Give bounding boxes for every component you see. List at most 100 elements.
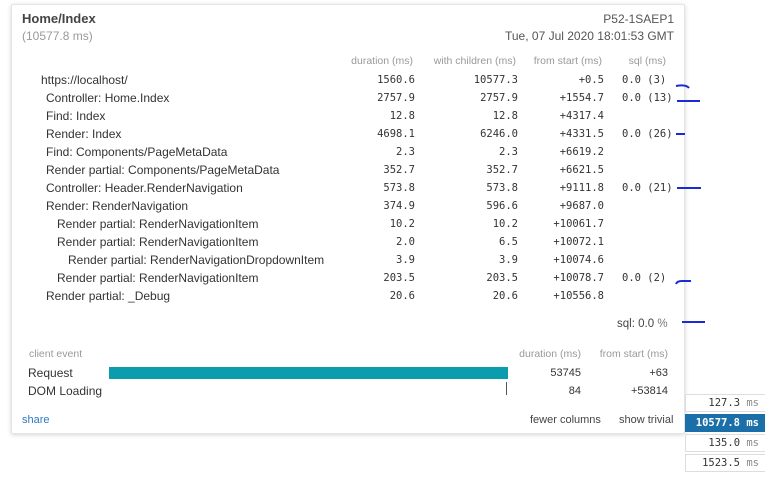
timing-with-children: 12.8 [492,110,518,122]
timing-with-children: 10.2 [492,218,518,230]
client-event-name: Request [28,366,73,380]
sql-total-value: 0.0 [638,318,655,330]
timing-name[interactable]: Render: RenderNavigation [46,199,189,213]
timing-duration: 352.7 [383,164,415,176]
result-duration: 127.3 [708,397,741,409]
sql-total-unit: % [657,318,668,330]
timing-with-children: 573.8 [486,182,518,194]
timing-row[interactable]: Find: Components/PageMetaData 2.3 2.3 +6619… [12,145,686,163]
timing-name[interactable]: Render partial: Components/PageMetaData [46,163,280,177]
machine-name: P52-1SAEP1 [603,12,674,26]
timing-duration: 2.0 [396,236,415,248]
timing-name[interactable]: Controller: Header.RenderNavigation [46,181,243,195]
client-event-bar [109,367,508,379]
col-with-children-header: with children (ms) [433,55,516,67]
fewer-columns-link[interactable]: fewer columns [530,414,601,426]
client-duration-header: duration (ms) [519,348,581,360]
timing-with-children: 596.6 [486,200,518,212]
timing-name[interactable]: Render partial: RenderNavigationItem [57,217,259,231]
result-duration: 135.0 [708,437,741,449]
timing-with-children: 3.9 [499,254,518,266]
timing-from-start: +6619.2 [559,146,604,158]
timing-from-start: +10556.8 [553,290,604,302]
timing-row[interactable]: Render partial: RenderNavigationItem 203.… [12,271,686,289]
client-event-duration: 84 [568,385,581,397]
timing-name[interactable]: Controller: Home.Index [46,91,170,105]
client-event-header: client event [29,348,83,360]
show-trivial-link[interactable]: show trivial [619,414,674,426]
timing-from-start: +4317.4 [559,110,604,122]
timing-duration: 2757.9 [377,92,415,104]
timing-from-start: +10061.7 [553,218,604,230]
share-link[interactable]: share [22,414,50,426]
timing-from-start: +9687.0 [559,200,604,212]
timing-duration: 374.9 [383,200,415,212]
result-unit: ms [746,397,759,409]
timing-with-children: 2757.9 [480,92,518,104]
timing-row[interactable]: https://localhost/1560.6 10577.3 +0.5 0.0 (… [12,73,686,91]
timing-with-children: 203.5 [486,272,518,284]
profiler-popup: Home/Index (10577.8 ms) P52-1SAEP1 Tue, … [11,4,685,434]
timing-duration: 573.8 [383,182,415,194]
timing-with-children: 10577.3 [473,74,518,86]
timing-sql[interactable]: 0.0 (26) [622,128,673,140]
result-item[interactable]: 1523.5 ms [685,454,765,472]
timing-duration: 3.9 [396,254,415,266]
result-item[interactable]: 135.0 ms [685,434,765,452]
sql-total-label: sql: [617,318,635,330]
page-title: Home/Index [22,11,96,26]
result-duration: 1523.5 [702,457,741,469]
client-event-bar [506,382,507,395]
timing-name[interactable]: Render partial: RenderNavigationItem [57,235,259,249]
timing-row[interactable]: Render: Index 4698.1 6246.0 +4331.5 0.0 (26) [12,127,686,145]
col-from-start-header: from start (ms) [533,55,602,67]
timing-name[interactable]: Find: Index [46,109,106,123]
timing-with-children: 2.3 [499,146,518,158]
timing-duration: 20.6 [389,290,415,302]
timing-name[interactable]: Render partial: RenderNavigationDropdown… [68,253,325,267]
timestamp: Tue, 07 Jul 2020 18:01:53 GMT [505,29,674,43]
timing-row[interactable]: Render partial: Components/PageMetaData 3… [12,163,686,181]
client-event-from-start: +53814 [630,385,668,397]
timing-from-start: +10074.6 [553,254,604,266]
result-duration: 10577.8 [695,417,741,429]
result-unit: ms [746,417,759,429]
timing-row[interactable]: Render partial: _Debug 20.6 20.6 +10556.8 [12,289,686,307]
timing-row[interactable]: Render partial: RenderNavigationDropdown… [12,253,686,271]
timing-sql[interactable]: 0.0 (2) [622,272,667,284]
client-event-name: DOM Loading [28,384,103,398]
timing-row[interactable]: Render partial: RenderNavigationItem 10.2… [12,217,686,235]
timing-row[interactable]: Render partial: RenderNavigationItem 2.0 6… [12,235,686,253]
timing-row[interactable]: Render: RenderNavigation 374.9 596.6 +9687.… [12,199,686,217]
timing-name[interactable]: Render: Index [46,127,122,141]
client-event-duration: 53745 [550,367,581,379]
sql-total: sql: 0.0 % [617,318,668,330]
timing-name[interactable]: Find: Components/PageMetaData [46,145,228,159]
timing-row[interactable]: Find: Index 12.8 12.8 +4317.4 [12,109,686,127]
timing-from-start: +6621.5 [559,164,604,176]
result-unit: ms [746,437,759,449]
timing-duration: 1560.6 [377,74,415,86]
timing-duration: 12.8 [389,110,415,122]
timing-with-children: 6246.0 [480,128,518,140]
timing-name[interactable]: Render partial: _Debug [46,289,171,303]
timing-from-start: +10072.1 [553,236,604,248]
client-from-start-header: from start (ms) [599,348,668,360]
timing-name[interactable]: Render partial: RenderNavigationItem [57,271,259,285]
timing-sql[interactable]: 0.0 (21) [622,182,673,194]
timing-from-start: +10078.7 [553,272,604,284]
result-item[interactable]: 127.3 ms [685,394,765,412]
timing-from-start: +0.5 [578,74,604,86]
timing-from-start: +4331.5 [559,128,604,140]
result-item[interactable]: 10577.8 ms [685,414,765,432]
timing-row[interactable]: Controller: Home.Index 2757.9 2757.9 +1554.… [12,91,686,109]
timing-with-children: 352.7 [486,164,518,176]
result-unit: ms [746,457,759,469]
timing-with-children: 6.5 [499,236,518,248]
timing-sql[interactable]: 0.0 (3) [622,74,667,86]
timing-sql[interactable]: 0.0 (13) [622,92,673,104]
timing-from-start: +9111.8 [559,182,604,194]
timing-name[interactable]: https://localhost/ [41,73,128,87]
col-sql-header: sql (ms) [628,55,666,67]
timing-row[interactable]: Controller: Header.RenderNavigation 573.8… [12,181,686,199]
